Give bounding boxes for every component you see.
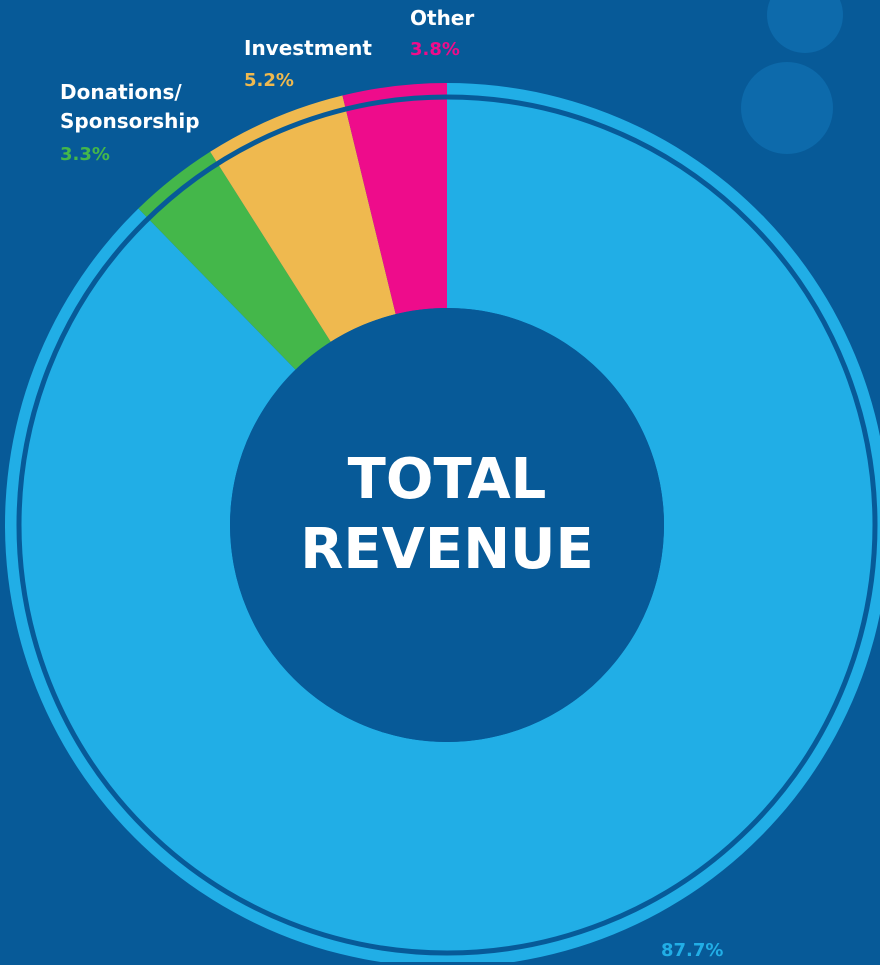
category-label: Donations/ Sponsorship bbox=[60, 80, 200, 133]
slice bbox=[138, 151, 331, 370]
value-label: 3.3% bbox=[60, 144, 110, 165]
category-label: Other bbox=[410, 6, 475, 30]
category-label: Investment bbox=[244, 36, 372, 60]
decor bbox=[767, 0, 843, 53]
chart-title: TOTAL REVENUE bbox=[300, 447, 594, 582]
slice bbox=[5, 83, 880, 962]
value-label: 3.8% bbox=[410, 39, 460, 60]
decor bbox=[741, 62, 833, 154]
value-label: 87.7% bbox=[661, 940, 724, 961]
slice bbox=[210, 95, 396, 342]
center bbox=[230, 308, 664, 742]
value-label: 5.2% bbox=[244, 70, 294, 91]
slice bbox=[342, 83, 447, 315]
ring-gap bbox=[16, 94, 878, 956]
